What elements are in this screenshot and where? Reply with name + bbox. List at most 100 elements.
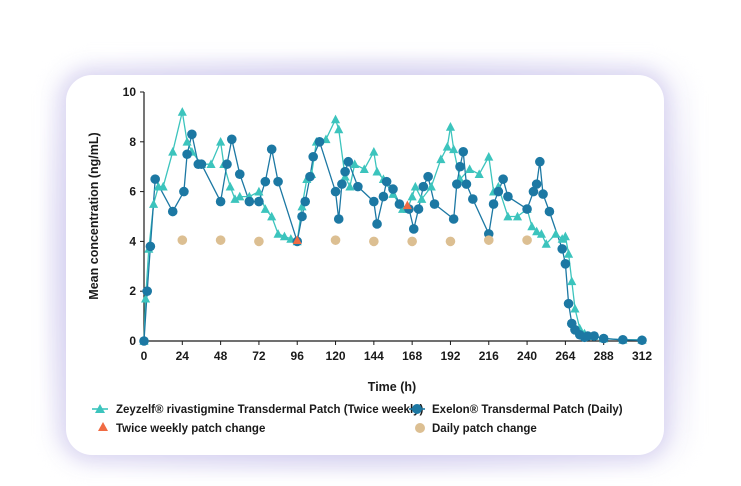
data-point-exelon (423, 171, 433, 182)
data-point-exelon (340, 166, 350, 177)
data-point-exelon (187, 129, 197, 140)
data-point-exelon (557, 244, 567, 254)
data-point-exelon (234, 169, 245, 179)
data-point-exelon (503, 191, 513, 202)
data-point-exelon (381, 176, 392, 187)
data-point-zeyzelf (541, 239, 551, 248)
data-point-zeyzelf (230, 194, 240, 203)
chart-marks (139, 107, 647, 346)
legend-label-exelon: Exelon® Transdermal Patch (Daily) (432, 404, 623, 416)
x-tick-label: 168 (402, 349, 422, 363)
y-axis-title: Mean concentration (ng/mL) (87, 132, 101, 299)
data-point-exelon (388, 184, 398, 194)
x-tick-label: 0 (141, 349, 148, 363)
data-point-exelon (589, 331, 599, 341)
data-point-exelon (458, 146, 469, 157)
data-point-zeyzelf (279, 231, 290, 241)
data-point-zeyzelf (297, 201, 307, 211)
data-point-exelon (196, 159, 207, 170)
data-point-exelon (215, 196, 226, 207)
data-point-exelon (179, 186, 189, 197)
data-point-exelon (182, 149, 192, 160)
legend-marker-daily (415, 423, 425, 433)
data-point-exelon (139, 336, 149, 346)
y-tick-label: 8 (129, 135, 136, 149)
x-tick-label: 24 (176, 349, 190, 363)
data-point-zeyzelf (182, 137, 192, 146)
data-point-exelon (337, 179, 347, 189)
data-point-zeyzelf (417, 194, 427, 203)
data-point-exelon (254, 196, 264, 207)
y-tick-label: 0 (129, 334, 136, 348)
data-point-zeyzelf (570, 303, 580, 313)
event-marker-daily-change (254, 236, 264, 247)
legend: Zeyzelf® rivastigmine Transdermal Patch … (92, 404, 623, 435)
data-point-zeyzelf (267, 211, 277, 221)
data-point-exelon (531, 179, 542, 189)
data-point-zeyzelf (560, 231, 570, 241)
data-point-exelon (260, 176, 271, 187)
data-point-exelon (305, 171, 315, 182)
legend-item-daily: Daily patch change (415, 423, 537, 435)
x-tick-label: 192 (440, 349, 460, 363)
legend-label-zeyzelf: Zeyzelf® rivastigmine Transdermal Patch … (116, 404, 424, 416)
data-point-zeyzelf (141, 293, 151, 303)
data-point-exelon (538, 189, 548, 199)
data-point-zeyzelf (260, 204, 270, 213)
data-point-zeyzelf (149, 199, 159, 208)
y-tick-label: 6 (129, 185, 136, 199)
data-point-exelon (408, 224, 419, 234)
data-point-zeyzelf (225, 181, 235, 191)
data-point-exelon (266, 144, 277, 155)
data-point-zeyzelf (158, 181, 168, 191)
data-point-exelon (167, 206, 178, 217)
data-point-exelon (273, 176, 283, 187)
data-point-zeyzelf (532, 226, 542, 236)
data-point-zeyzelf (359, 164, 369, 174)
data-point-exelon (563, 298, 574, 309)
data-point-exelon (372, 219, 382, 229)
data-point-exelon (394, 199, 405, 209)
legend-item-exelon: Exelon® Transdermal Patch (Daily) (409, 404, 623, 416)
data-point-exelon (493, 186, 504, 197)
data-point-zeyzelf (216, 137, 226, 146)
x-tick-label: 96 (291, 349, 305, 363)
data-point-exelon (297, 211, 307, 222)
data-point-exelon (353, 181, 363, 192)
event-marker-daily-change (407, 236, 417, 247)
data-point-zeyzelf (330, 114, 341, 124)
data-point-exelon (544, 206, 555, 217)
event-marker-daily-change (330, 235, 341, 245)
data-point-exelon (330, 186, 341, 197)
x-tick-label: 216 (479, 349, 499, 363)
data-point-zeyzelf (407, 191, 417, 201)
data-point-zeyzelf (177, 107, 187, 116)
data-point-exelon (448, 214, 459, 224)
data-point-zeyzelf (503, 211, 513, 221)
data-point-exelon (637, 335, 647, 346)
legend-label-twice-weekly: Twice weekly patch change (116, 423, 265, 435)
data-point-zeyzelf (442, 141, 452, 151)
x-tick-label: 120 (326, 349, 346, 363)
data-point-exelon (244, 196, 255, 207)
x-axis-title: Time (h) (368, 380, 416, 394)
y-tick-label: 4 (129, 234, 136, 248)
event-marker-twice-weekly-change (292, 235, 302, 244)
data-point-zeyzelf (350, 159, 360, 169)
data-point-exelon (226, 134, 237, 145)
data-point-zeyzelf (273, 229, 283, 238)
legend-marker-zeyzelf (95, 404, 105, 413)
data-point-zeyzelf (410, 181, 420, 191)
x-tick-label: 264 (555, 349, 575, 363)
event-marker-daily-change (215, 235, 226, 245)
data-point-exelon (343, 156, 354, 167)
data-point-zeyzelf (567, 276, 577, 286)
data-point-exelon (378, 191, 389, 202)
data-point-exelon (452, 179, 462, 189)
data-point-zeyzelf (369, 146, 379, 156)
data-point-exelon (598, 333, 609, 344)
data-point-exelon (333, 214, 344, 224)
data-point-zeyzelf (484, 151, 494, 161)
